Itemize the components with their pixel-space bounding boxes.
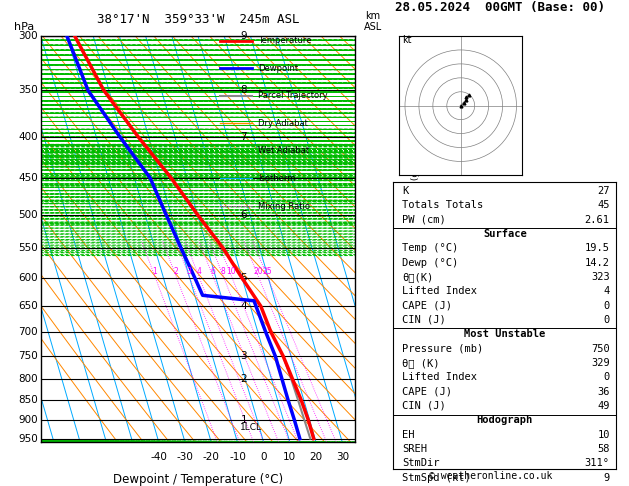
Text: CAPE (J): CAPE (J) bbox=[402, 300, 452, 311]
Text: 5: 5 bbox=[240, 273, 247, 283]
Text: -40: -40 bbox=[150, 452, 167, 462]
Text: Parcel Trajectory: Parcel Trajectory bbox=[258, 91, 328, 100]
Text: K: K bbox=[402, 186, 408, 196]
Text: CIN (J): CIN (J) bbox=[402, 315, 446, 325]
Text: θᴇ(K): θᴇ(K) bbox=[402, 272, 433, 282]
Text: 30: 30 bbox=[336, 452, 349, 462]
Text: 300: 300 bbox=[18, 32, 38, 41]
Text: 9: 9 bbox=[603, 472, 610, 483]
Text: Wet Adiabat: Wet Adiabat bbox=[258, 146, 309, 156]
Text: 4: 4 bbox=[196, 267, 201, 276]
Text: 1: 1 bbox=[152, 267, 157, 276]
Text: 323: 323 bbox=[591, 272, 610, 282]
Text: 650: 650 bbox=[18, 301, 38, 311]
Text: 750: 750 bbox=[18, 351, 38, 361]
Text: 1LCL: 1LCL bbox=[240, 423, 262, 432]
Text: 38°17'N  359°33'W  245m ASL: 38°17'N 359°33'W 245m ASL bbox=[97, 13, 299, 26]
Text: θᴇ (K): θᴇ (K) bbox=[402, 358, 440, 368]
Text: 36: 36 bbox=[597, 386, 610, 397]
Text: 8: 8 bbox=[240, 85, 247, 95]
Text: Surface: Surface bbox=[483, 229, 526, 239]
Text: 3: 3 bbox=[187, 267, 191, 276]
Text: 27: 27 bbox=[597, 186, 610, 196]
Text: 7: 7 bbox=[240, 132, 247, 142]
Text: Dewp (°C): Dewp (°C) bbox=[402, 258, 459, 267]
Text: 4: 4 bbox=[603, 286, 610, 296]
Text: 2.61: 2.61 bbox=[585, 214, 610, 225]
Text: EH: EH bbox=[402, 430, 415, 439]
Text: 10: 10 bbox=[226, 267, 237, 276]
Text: 950: 950 bbox=[18, 434, 38, 444]
Text: 1: 1 bbox=[240, 415, 247, 425]
Text: 20: 20 bbox=[253, 267, 263, 276]
Text: 0: 0 bbox=[260, 452, 267, 462]
Text: 850: 850 bbox=[18, 395, 38, 405]
Text: Mixing Ratio: Mixing Ratio bbox=[258, 202, 310, 210]
Text: 2: 2 bbox=[174, 267, 178, 276]
Text: 14.2: 14.2 bbox=[585, 258, 610, 267]
Text: 6: 6 bbox=[240, 209, 247, 220]
Text: Dewpoint / Temperature (°C): Dewpoint / Temperature (°C) bbox=[113, 473, 283, 486]
Text: Temp (°C): Temp (°C) bbox=[402, 243, 459, 253]
Text: StmSpd (kt): StmSpd (kt) bbox=[402, 472, 471, 483]
Text: Lifted Index: Lifted Index bbox=[402, 372, 477, 382]
Text: 10: 10 bbox=[597, 430, 610, 439]
Text: 19.5: 19.5 bbox=[585, 243, 610, 253]
Text: 500: 500 bbox=[18, 209, 38, 220]
Text: 9: 9 bbox=[240, 32, 247, 41]
Text: Dry Adiabat: Dry Adiabat bbox=[258, 119, 308, 128]
Text: -10: -10 bbox=[229, 452, 246, 462]
Text: Dewpoint: Dewpoint bbox=[258, 64, 298, 72]
Text: kt: kt bbox=[402, 35, 411, 45]
Text: StmDir: StmDir bbox=[402, 458, 440, 468]
Text: 700: 700 bbox=[18, 327, 38, 337]
Text: 28.05.2024  00GMT (Base: 00): 28.05.2024 00GMT (Base: 00) bbox=[395, 0, 605, 14]
Text: Mixing Ratio (g/kg): Mixing Ratio (g/kg) bbox=[411, 154, 420, 240]
Text: 0: 0 bbox=[603, 300, 610, 311]
Text: 58: 58 bbox=[597, 444, 610, 454]
Text: SREH: SREH bbox=[402, 444, 427, 454]
Text: 20: 20 bbox=[309, 452, 323, 462]
Text: PW (cm): PW (cm) bbox=[402, 214, 446, 225]
Text: © weatheronline.co.uk: © weatheronline.co.uk bbox=[429, 471, 552, 481]
Text: CIN (J): CIN (J) bbox=[402, 401, 446, 411]
Text: 400: 400 bbox=[18, 132, 38, 142]
Text: Hodograph: Hodograph bbox=[477, 415, 533, 425]
Text: 750: 750 bbox=[591, 344, 610, 353]
Text: 800: 800 bbox=[18, 374, 38, 383]
Text: Pressure (mb): Pressure (mb) bbox=[402, 344, 483, 353]
Text: Temperature: Temperature bbox=[258, 36, 311, 45]
Text: Isotherm: Isotherm bbox=[258, 174, 295, 183]
Text: 45: 45 bbox=[597, 200, 610, 210]
Text: 8: 8 bbox=[221, 267, 226, 276]
Text: 311°: 311° bbox=[585, 458, 610, 468]
Text: Most Unstable: Most Unstable bbox=[464, 329, 545, 339]
Text: 550: 550 bbox=[18, 243, 38, 253]
Text: 350: 350 bbox=[18, 85, 38, 95]
Text: 3: 3 bbox=[240, 351, 247, 361]
Text: 900: 900 bbox=[18, 415, 38, 425]
Text: 450: 450 bbox=[18, 173, 38, 183]
Text: 25: 25 bbox=[262, 267, 272, 276]
Text: 329: 329 bbox=[591, 358, 610, 368]
Text: km
ASL: km ASL bbox=[364, 11, 382, 33]
Text: CAPE (J): CAPE (J) bbox=[402, 386, 452, 397]
Text: 600: 600 bbox=[18, 273, 38, 283]
Text: hPa: hPa bbox=[14, 22, 35, 33]
Text: -30: -30 bbox=[177, 452, 194, 462]
Text: 0: 0 bbox=[603, 315, 610, 325]
Text: Totals Totals: Totals Totals bbox=[402, 200, 483, 210]
Text: Lifted Index: Lifted Index bbox=[402, 286, 477, 296]
Text: 10: 10 bbox=[283, 452, 296, 462]
Text: 49: 49 bbox=[597, 401, 610, 411]
Text: 0: 0 bbox=[603, 372, 610, 382]
Text: 2: 2 bbox=[240, 374, 247, 383]
Text: -20: -20 bbox=[203, 452, 220, 462]
Text: 6: 6 bbox=[210, 267, 215, 276]
Text: 4: 4 bbox=[240, 301, 247, 311]
